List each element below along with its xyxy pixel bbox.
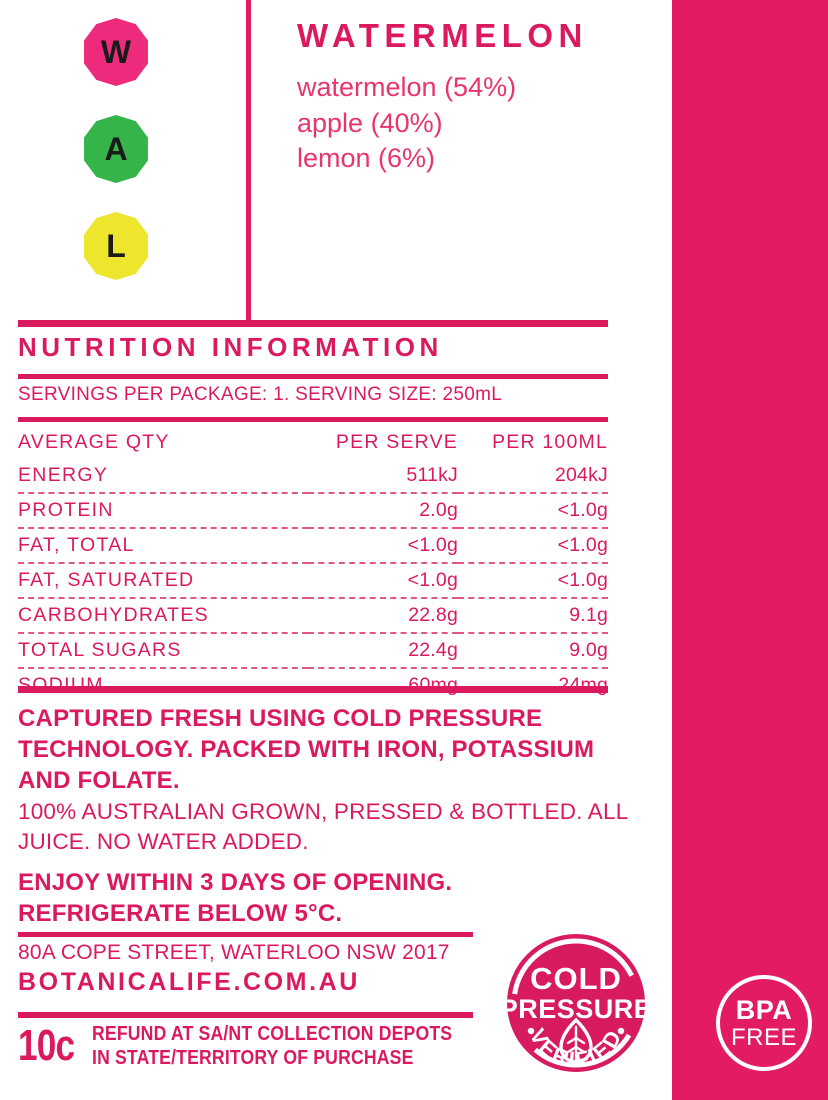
company-address: 80A COPE STREET, WATERLOO NSW 2017 — [18, 941, 450, 964]
product-header: WATERMELON watermelon (54%) apple (40%) … — [297, 16, 657, 177]
tile-l: L — [84, 212, 148, 280]
table-row: PROTEIN 2.0g <1.0g — [18, 492, 608, 528]
rule-below-table — [18, 686, 608, 693]
row-label: TOTAL SUGARS — [18, 632, 308, 668]
row-per-100ml: 9.1g — [458, 597, 608, 633]
svg-text:COLD: COLD — [530, 961, 622, 996]
rule-under-nutrition-heading — [18, 374, 608, 379]
tile-a-letter: A — [104, 131, 128, 167]
nutrition-table: AVERAGE QTY PER SERVE PER 100ML ENERGY 5… — [18, 426, 608, 702]
row-label: FAT, SATURATED — [18, 562, 308, 598]
bpa-free-badge: BPA FREE — [716, 975, 812, 1071]
row-label: ENERGY — [18, 464, 109, 486]
product-title: WATERMELON — [297, 17, 588, 54]
copy-australian-grown: 100% AUSTRALIAN GROWN, PRESSED & BOTTLED… — [18, 799, 628, 854]
row-per-serve: 511kJ — [406, 464, 458, 486]
row-per-100ml: <1.0g — [458, 562, 608, 598]
copy-cold-pressure: CAPTURED FRESH USING COLD PRESSURE TECHN… — [18, 705, 595, 794]
bpa-label-line2: FREE — [730, 1023, 797, 1051]
row-per-serve: 2.0g — [308, 492, 458, 528]
column-header-serve: PER SERVE — [335, 431, 458, 453]
ingredient-2: apple (40%) — [297, 107, 443, 138]
rule-above-refund — [18, 1012, 473, 1018]
row-label: CARBOHYDRATES — [18, 597, 308, 633]
tile-l-letter: L — [106, 228, 126, 264]
copy-enjoy-within: ENJOY WITHIN 3 DAYS OF OPENING. REFRIGER… — [18, 869, 453, 927]
tile-w: W — [84, 18, 148, 86]
row-label: SODIUM — [18, 667, 308, 702]
row-per-serve: 22.8g — [308, 597, 458, 633]
rule-above-nutrition — [18, 320, 608, 327]
ingredient-1: watermelon (54%) — [297, 71, 517, 102]
ingredient-3: lemon (6%) — [297, 143, 436, 174]
row-per-100ml: <1.0g — [458, 527, 608, 563]
rule-under-servings — [18, 417, 608, 422]
brand-letter-tiles: W A L — [82, 18, 162, 309]
nutrition-heading: NUTRITION INFORMATION — [18, 332, 443, 362]
row-per-100ml: 204kJ — [554, 464, 608, 486]
table-row: ENERGY 511kJ 204kJ — [18, 459, 608, 493]
table-row: FAT, TOTAL <1.0g <1.0g — [18, 527, 608, 563]
rule-above-address — [18, 932, 473, 937]
row-per-100ml: 9.0g — [458, 632, 608, 668]
row-per-serve: 60mg — [308, 667, 458, 702]
row-per-100ml: <1.0g — [458, 492, 608, 528]
refund-amount: 10c — [18, 1020, 75, 1070]
servings-per-package: SERVINGS PER PACKAGE: 1. SERVING SIZE: 2… — [18, 384, 503, 405]
company-website[interactable]: BOTANICALIFE.COM.AU — [18, 968, 360, 996]
row-per-100ml: 24mg — [458, 667, 608, 702]
table-header-row: AVERAGE QTY PER SERVE PER 100ML — [18, 426, 608, 459]
row-label: PROTEIN — [18, 492, 308, 528]
row-per-serve: <1.0g — [308, 562, 458, 598]
bpa-label-line1: BPA — [735, 994, 793, 1025]
tile-a: A — [84, 115, 148, 183]
row-per-serve: 22.4g — [308, 632, 458, 668]
table-row: TOTAL SUGARS 22.4g 9.0g — [18, 632, 608, 668]
row-per-serve: <1.0g — [308, 527, 458, 563]
tile-w-letter: W — [100, 34, 132, 70]
table-row: CARBOHYDRATES 22.8g 9.1g — [18, 597, 608, 633]
vertical-divider — [246, 0, 251, 325]
container-deposit-refund: 10c REFUND AT SA/NT COLLECTION DEPOTS IN… — [18, 1022, 511, 1070]
refund-description: REFUND AT SA/NT COLLECTION DEPOTS IN STA… — [92, 1022, 453, 1069]
table-row: FAT, SATURATED <1.0g <1.0g — [18, 562, 608, 598]
cold-pressure-badge-icon: COLD PRESSURE VERIFIED — [500, 934, 652, 1073]
column-header-100ml: PER 100ML — [492, 431, 608, 453]
row-label: FAT, TOTAL — [18, 527, 308, 563]
cold-pressure-verified-badge: COLD PRESSURE VERIFIED — [500, 932, 652, 1074]
column-header-qty: AVERAGE QTY — [18, 431, 170, 453]
table-row: SODIUM 60mg 24mg — [18, 667, 608, 702]
right-pink-band — [672, 0, 828, 1100]
